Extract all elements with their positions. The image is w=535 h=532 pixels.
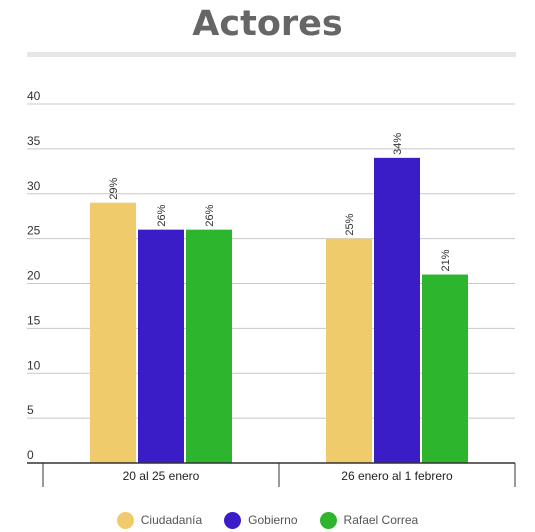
y-tick-label: 25 [27, 224, 41, 238]
bar [186, 229, 232, 463]
legend-swatch [319, 511, 337, 529]
bar [422, 274, 468, 463]
data-label: 21% [440, 249, 452, 271]
legend-item: Gobierno [224, 511, 298, 529]
data-label: 25% [344, 213, 356, 235]
legend: Ciudadanía Gobierno Rafael Correa [0, 510, 535, 530]
y-axis-ticks: 0 5 10 15 20 25 30 35 40 [27, 89, 41, 462]
y-tick-label: 10 [27, 358, 41, 372]
y-tick-label: 30 [27, 179, 41, 193]
title-divider [27, 52, 516, 57]
y-tick-label: 20 [27, 269, 41, 283]
legend-item: Rafael Correa [319, 511, 419, 529]
data-labels: 29% 26% 26% 25% 34% 21% [108, 133, 452, 272]
y-tick-label: 15 [27, 313, 41, 327]
bar-chart: 0 5 10 15 20 25 30 35 40 29% 26% 26% 25% 34% 21% 20 a… [27, 89, 516, 487]
bars [90, 157, 468, 463]
chart-title: Actores [192, 4, 343, 44]
legend-label: Gobierno [248, 513, 298, 527]
x-tick-label: 26 enero al 1 febrero [341, 469, 453, 483]
legend-label: Rafael Correa [343, 513, 419, 527]
y-tick-label: 5 [27, 403, 34, 417]
data-label: 34% [392, 133, 404, 155]
legend-swatch [224, 511, 242, 529]
x-tick-label: 20 al 25 enero [123, 469, 200, 483]
data-label: 26% [204, 204, 216, 226]
bar [90, 202, 136, 463]
bar [138, 229, 184, 463]
data-label: 29% [108, 177, 120, 199]
y-tick-label: 0 [27, 448, 34, 462]
y-tick-label: 35 [27, 134, 41, 148]
y-tick-label: 40 [27, 89, 41, 103]
legend-label: Ciudadanía [140, 513, 203, 527]
x-axis: 20 al 25 enero 26 enero al 1 febrero [27, 462, 516, 487]
data-label: 26% [156, 204, 168, 226]
legend-item: Ciudadanía [116, 511, 203, 529]
legend-swatch [116, 511, 134, 529]
bar [374, 157, 420, 463]
bar [326, 238, 372, 463]
